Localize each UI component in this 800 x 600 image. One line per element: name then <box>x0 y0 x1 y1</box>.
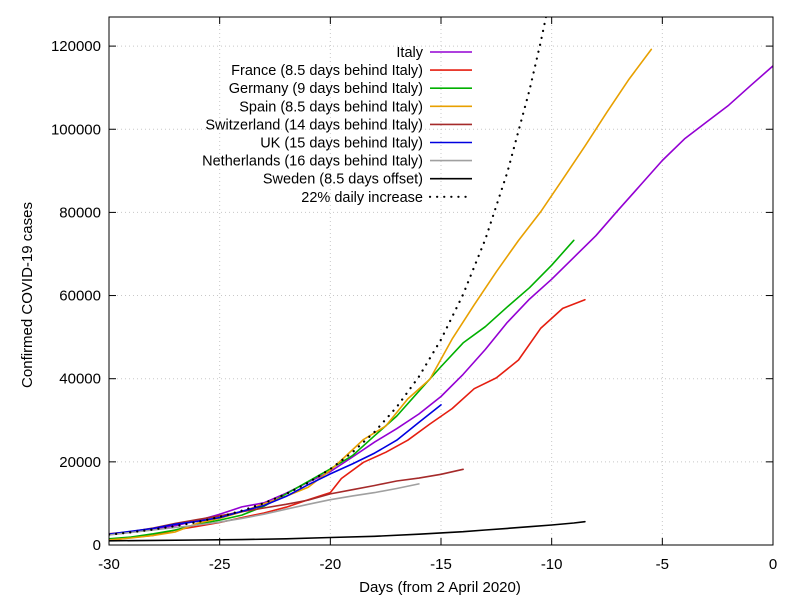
legend-label-france-8-5-days-behind-italy: France (8.5 days behind Italy) <box>231 63 423 79</box>
x-tick-label: -20 <box>319 556 341 573</box>
x-tick-label: -10 <box>541 556 563 573</box>
x-tick-label: -25 <box>209 556 231 573</box>
axis-ticks: -30 -25 -20 -15 -10 -5 0 0 20000 40000 60000 80000 1… <box>51 17 777 573</box>
y-tick-label: 0 <box>93 537 101 554</box>
y-tick-label: 100000 <box>51 121 101 138</box>
legend-label-germany-9-days-behind-italy: Germany (9 days behind Italy) <box>229 81 423 97</box>
series-line-netherlands-16-days-behind-italy <box>109 483 420 536</box>
legend-label-italy: Italy <box>396 45 423 61</box>
x-tick-label: 0 <box>769 556 777 573</box>
x-axis-label: Days (from 2 April 2020) <box>359 579 521 596</box>
x-tick-label: -15 <box>430 556 452 573</box>
legend-label-22-daily-increase: 22% daily increase <box>301 190 423 206</box>
series-line-france-8-5-days-behind-italy <box>109 298 586 542</box>
series-line-italy <box>109 65 773 536</box>
series-line-uk-15-days-behind-italy <box>109 404 442 536</box>
y-axis-label: Confirmed COVID-19 cases <box>19 202 36 388</box>
x-tick-label: -30 <box>98 556 120 573</box>
legend-label-spain-8-5-days-behind-italy: Spain (8.5 days behind Italy) <box>239 99 423 115</box>
series-lines <box>109 17 773 542</box>
y-tick-label: 40000 <box>59 371 101 388</box>
legend-label-uk-15-days-behind-italy: UK (15 days behind Italy) <box>260 136 423 152</box>
series-line-switzerland-14-days-behind-italy <box>109 468 464 535</box>
y-tick-label: 80000 <box>59 204 101 221</box>
legend-label-netherlands-16-days-behind-italy: Netherlands (16 days behind Italy) <box>202 154 423 170</box>
series-line-germany-9-days-behind-italy <box>109 239 575 540</box>
x-tick-label: -5 <box>656 556 669 573</box>
grid-lines <box>109 17 773 545</box>
series-line-22-daily-increase <box>109 17 548 536</box>
y-tick-label: 60000 <box>59 288 101 305</box>
legend: Italy France (8.5 days behind Italy) Germa… <box>202 45 474 206</box>
y-tick-label: 20000 <box>59 454 101 471</box>
y-tick-label: 120000 <box>51 38 101 55</box>
legend-label-sweden-8-5-days-offset: Sweden (8.5 days offset) <box>263 172 423 188</box>
legend-label-switzerland-14-days-behind-italy: Switzerland (14 days behind Italy) <box>205 117 423 133</box>
